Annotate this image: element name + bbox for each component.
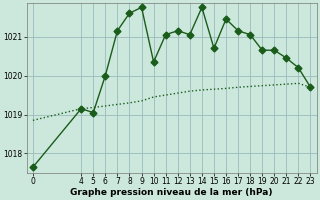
X-axis label: Graphe pression niveau de la mer (hPa): Graphe pression niveau de la mer (hPa)	[70, 188, 273, 197]
